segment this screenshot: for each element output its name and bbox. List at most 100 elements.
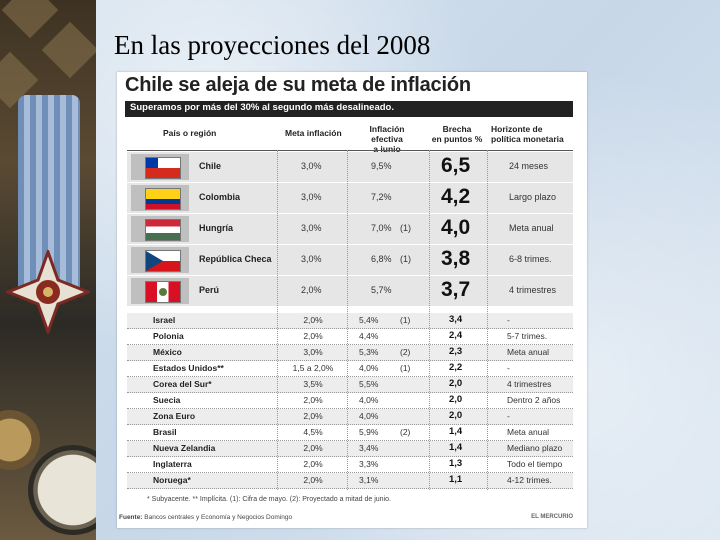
- country-name: Estados Unidos**: [153, 363, 224, 373]
- country-name: Perú: [199, 285, 220, 295]
- flag-hungria-icon: [145, 219, 181, 241]
- meta-value: 3,0%: [301, 192, 322, 202]
- brecha-value: 2,0: [449, 410, 463, 421]
- header-horizonte-line2: política monetaria: [491, 134, 564, 144]
- meta-value: 2,0%: [303, 459, 323, 469]
- meta-value: 1,5 a 2,0%: [292, 363, 334, 373]
- subtitle-banner: Superamos por más del 30% al segundo más…: [125, 101, 573, 117]
- note-value: (2): [400, 427, 411, 437]
- flag-republica-checa-icon: [145, 250, 181, 272]
- flag-box: [131, 278, 189, 304]
- horizon-value: 6-8 trimes.: [509, 254, 552, 264]
- brecha-value: 3,7: [441, 278, 471, 301]
- horizon-value: Meta anual: [507, 427, 550, 437]
- header-pais: País o región: [163, 128, 217, 138]
- column-divider: [487, 150, 488, 490]
- meta-value: 2,0%: [303, 395, 323, 405]
- featured-row: Hungría 3,0% 7,0% (1) 4,0 Meta anual: [127, 214, 573, 245]
- horizon-value: Dentro 2 años: [507, 395, 561, 405]
- horizon-value: -: [507, 315, 510, 325]
- country-name: Suecia: [153, 395, 181, 405]
- featured-row: Colombia 3,0% 7,2% 4,2 Largo plazo: [127, 183, 573, 214]
- horizon-value: Meta anual: [509, 223, 554, 233]
- inflation-value: 7,0%: [371, 223, 392, 233]
- meta-value: 2,0%: [301, 285, 322, 295]
- country-name: Zona Euro: [153, 411, 196, 421]
- header-horizonte: Horizonte de política monetaria: [491, 124, 564, 144]
- flag-chile-icon: [145, 157, 181, 179]
- header-efectiva-line2: a junio: [373, 144, 401, 154]
- flag-box: [131, 216, 189, 242]
- brecha-value: 2,0: [449, 394, 463, 405]
- brecha-value: 2,4: [449, 330, 463, 341]
- infographic-title: Chile se aleja de su meta de inflación: [125, 74, 471, 96]
- meta-value: 3,0%: [301, 254, 322, 264]
- meta-value: 2,0%: [303, 411, 323, 421]
- horizon-value: -: [507, 363, 510, 373]
- inflation-value: 4,0%: [359, 363, 379, 373]
- featured-row: República Checa 3,0% 6,8% (1) 3,8 6-8 tr…: [127, 245, 573, 276]
- table-row: Corea del Sur* 3,5% 5,5% 2,0 4 trimestre…: [127, 377, 573, 393]
- featured-row: Perú 2,0% 5,7% 3,7 4 trimestres: [127, 276, 573, 307]
- note-value: (1): [400, 254, 411, 264]
- header-brecha-line2: en puntos %: [431, 134, 483, 144]
- inflation-value: 3,1%: [359, 475, 379, 485]
- header-efectiva: Inflación efectiva a junio: [355, 124, 419, 154]
- table-row: Inglaterra 2,0% 3,3% 1,3 Todo el tiempo: [127, 457, 573, 473]
- flag-box: [131, 185, 189, 211]
- brecha-value: 2,0: [449, 378, 463, 389]
- inflation-value: 5,3%: [359, 347, 379, 357]
- brecha-value: 1,4: [449, 442, 463, 453]
- header-brecha-line1: Brecha: [442, 124, 472, 134]
- horizon-value: 4 trimestres: [509, 285, 557, 295]
- source-text: Bancos centrales y Economía y Negocios D…: [144, 514, 293, 521]
- slide-title: En las proyecciones del 2008: [114, 30, 431, 60]
- brecha-value: 1,3: [449, 458, 463, 469]
- brecha-value: 1,1: [449, 474, 463, 485]
- table-row: Suecia 2,0% 4,0% 2,0 Dentro 2 años: [127, 393, 573, 409]
- inflation-value: 4,0%: [359, 395, 379, 405]
- inflation-value: 5,7%: [371, 285, 392, 295]
- seal-icon: [0, 410, 40, 470]
- country-name: Israel: [153, 315, 176, 325]
- table-row: Estados Unidos** 1,5 a 2,0% 4,0% (1) 2,2…: [127, 361, 573, 377]
- table-row: Zona Euro 2,0% 4,0% 2,0 -: [127, 409, 573, 425]
- country-name: Nueva Zelandia: [153, 443, 216, 453]
- table-row: México 3,0% 5,3% (2) 2,3 Meta anual: [127, 345, 573, 361]
- horizon-value: 24 meses: [509, 161, 549, 171]
- country-name: Chile: [199, 161, 222, 171]
- meta-value: 3,0%: [301, 223, 322, 233]
- horizon-value: 4 trimestres: [507, 379, 552, 389]
- source-note: Fuente: Bancos centrales y Economía y Ne…: [119, 514, 292, 521]
- brecha-value: 2,3: [449, 346, 463, 357]
- note-value: (1): [400, 363, 411, 373]
- meta-value: 2,0%: [303, 443, 323, 453]
- table-row: Polonia 2,0% 4,4% 2,4 5-7 trimes.: [127, 329, 573, 345]
- brecha-value: 3,4: [449, 314, 463, 325]
- country-name: Inglaterra: [153, 459, 192, 469]
- inflation-value: 3,4%: [359, 443, 379, 453]
- table-row: Noruega* 2,0% 3,1% 1,1 4-12 trimes.: [127, 473, 573, 489]
- compass-icon: [28, 445, 96, 535]
- featured-row: Chile 3,0% 9,5% 6,5 24 meses: [127, 152, 573, 183]
- country-name: México: [153, 347, 182, 357]
- country-name: Polonia: [153, 331, 184, 341]
- inflation-value: 6,8%: [371, 254, 392, 264]
- header-horizonte-line1: Horizonte de: [491, 124, 543, 134]
- note-value: (1): [400, 315, 411, 325]
- country-name: Noruega*: [153, 475, 191, 485]
- country-name: Hungría: [199, 223, 234, 233]
- inflation-value: 5,9%: [359, 427, 379, 437]
- inflation-value: 5,5%: [359, 379, 379, 389]
- brecha-value: 6,5: [441, 154, 471, 177]
- flag-colombia-icon: [145, 188, 181, 210]
- note-value: (1): [400, 223, 411, 233]
- header-efectiva-line1: Inflación efectiva: [369, 124, 405, 144]
- meta-value: 3,5%: [303, 379, 323, 389]
- header-meta: Meta inflación: [285, 128, 342, 138]
- note-value: (2): [400, 347, 411, 357]
- brand-mark: EL MERCURIO: [531, 514, 573, 520]
- brecha-value: 4,2: [441, 185, 471, 208]
- meta-value: 3,0%: [303, 347, 323, 357]
- inflation-value: 9,5%: [371, 161, 392, 171]
